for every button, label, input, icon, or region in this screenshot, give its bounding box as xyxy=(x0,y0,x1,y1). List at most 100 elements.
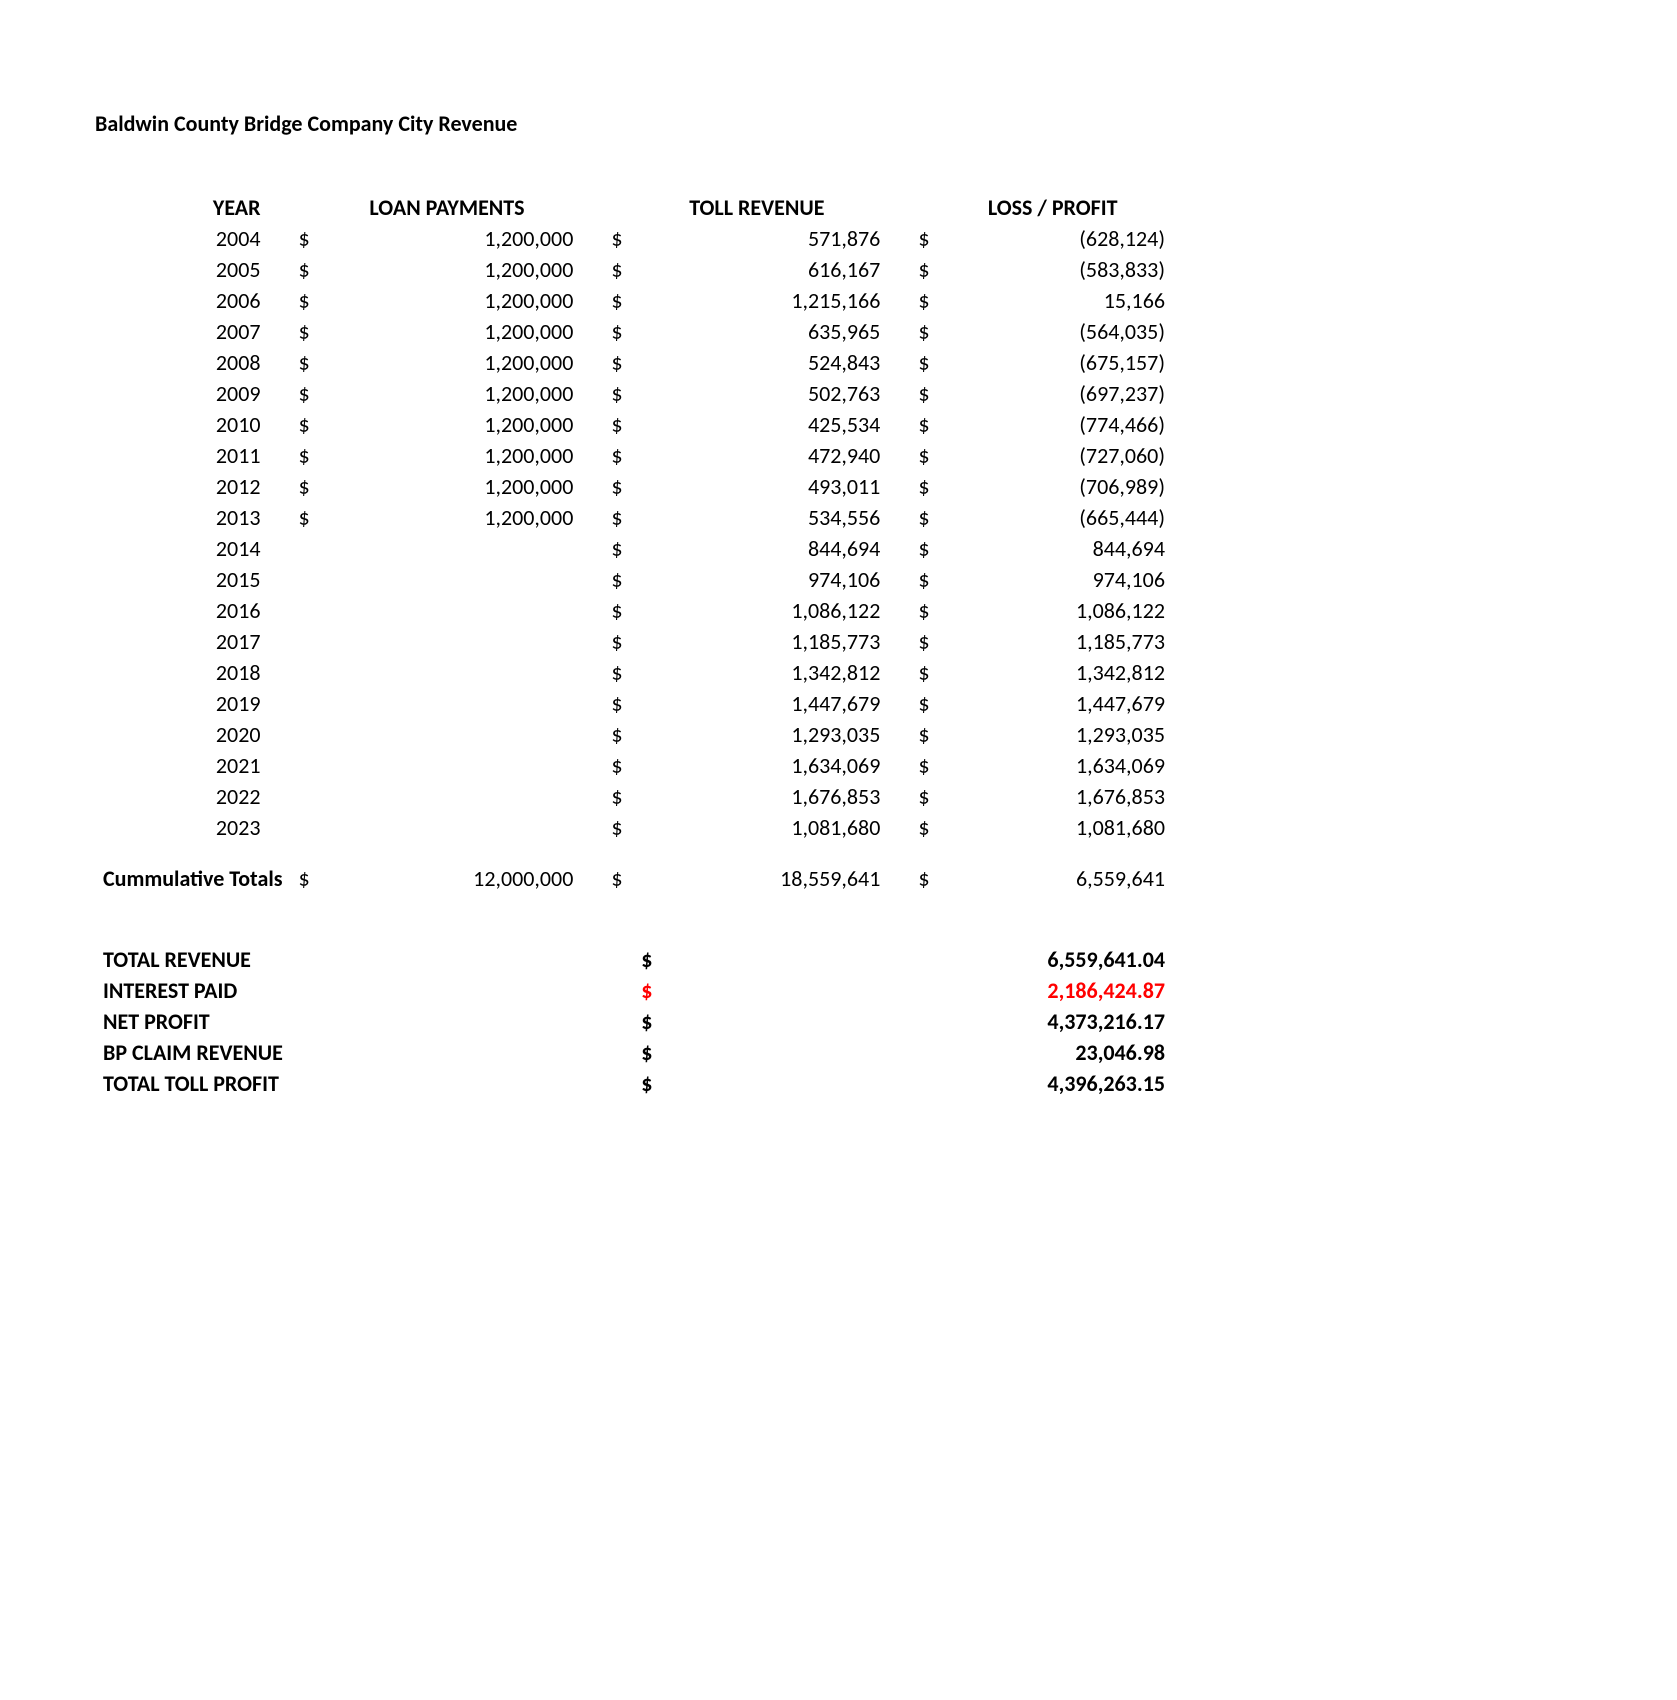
totals-lp: 6,559,641 xyxy=(940,863,1195,894)
cell-lp-sym: $ xyxy=(910,409,940,440)
cell-toll: 844,694 xyxy=(633,533,910,564)
cell-loan-sym xyxy=(291,719,321,750)
cell-toll: 635,965 xyxy=(633,316,910,347)
cell-loan: 1,200,000 xyxy=(321,502,604,533)
cell-lp: 1,081,680 xyxy=(940,812,1195,843)
totals-loan: 12,000,000 xyxy=(321,863,604,894)
summary-sym: $ xyxy=(633,1006,727,1037)
cell-year: 2008 xyxy=(95,347,291,378)
totals-sym: $ xyxy=(910,863,940,894)
cell-loan-sym: $ xyxy=(291,502,321,533)
cell-loan-sym xyxy=(291,812,321,843)
cell-loan-sym: $ xyxy=(291,378,321,409)
cell-loan-sym: $ xyxy=(291,254,321,285)
table-row: 2007$1,200,000$635,965$(564,035) xyxy=(95,316,1195,347)
cell-loan-sym xyxy=(291,595,321,626)
cell-loan: 1,200,000 xyxy=(321,285,604,316)
totals-sym: $ xyxy=(603,863,633,894)
header-loss-profit: LOSS / PROFIT xyxy=(910,192,1195,223)
cell-lp: (583,833) xyxy=(940,254,1195,285)
summary-sym: $ xyxy=(633,975,727,1006)
totals-sym: $ xyxy=(291,863,321,894)
table-row: 2005$1,200,000$616,167$(583,833) xyxy=(95,254,1195,285)
cell-lp: 1,342,812 xyxy=(940,657,1195,688)
summary-label: BP CLAIM REVENUE xyxy=(95,1037,633,1068)
cell-year: 2012 xyxy=(95,471,291,502)
cell-year: 2011 xyxy=(95,440,291,471)
summary-row: INTEREST PAID$2,186,424.87 xyxy=(95,975,1195,1006)
cell-loan xyxy=(321,595,604,626)
summary-sym: $ xyxy=(633,1037,727,1068)
cell-toll-sym: $ xyxy=(603,688,633,719)
cell-loan-sym: $ xyxy=(291,285,321,316)
cell-year: 2021 xyxy=(95,750,291,781)
cell-year: 2020 xyxy=(95,719,291,750)
cell-toll: 1,447,679 xyxy=(633,688,910,719)
cell-loan-sym xyxy=(291,657,321,688)
cell-year: 2019 xyxy=(95,688,291,719)
cell-loan-sym xyxy=(291,781,321,812)
cell-year: 2005 xyxy=(95,254,291,285)
cell-toll-sym: $ xyxy=(603,812,633,843)
cell-loan-sym: $ xyxy=(291,347,321,378)
summary-sym: $ xyxy=(633,1068,727,1099)
cell-lp: (665,444) xyxy=(940,502,1195,533)
summary-value: 4,396,263.15 xyxy=(727,1068,1195,1099)
cell-toll-sym: $ xyxy=(603,502,633,533)
summary-value: 4,373,216.17 xyxy=(727,1006,1195,1037)
cell-toll: 616,167 xyxy=(633,254,910,285)
summary-row: TOTAL TOLL PROFIT$4,396,263.15 xyxy=(95,1068,1195,1099)
cell-loan xyxy=(321,626,604,657)
cell-year: 2014 xyxy=(95,533,291,564)
table-row: 2011$1,200,000$472,940$(727,060) xyxy=(95,440,1195,471)
cell-toll: 1,081,680 xyxy=(633,812,910,843)
cell-lp: (727,060) xyxy=(940,440,1195,471)
cell-year: 2016 xyxy=(95,595,291,626)
cell-loan xyxy=(321,750,604,781)
table-row: 2004$1,200,000$571,876$(628,124) xyxy=(95,223,1195,254)
summary-sym: $ xyxy=(633,944,727,975)
cell-toll: 1,086,122 xyxy=(633,595,910,626)
cell-toll-sym: $ xyxy=(603,223,633,254)
table-row: 2012$1,200,000$493,011$(706,989) xyxy=(95,471,1195,502)
cell-loan-sym: $ xyxy=(291,471,321,502)
table-row: 2023$1,081,680$1,081,680 xyxy=(95,812,1195,843)
cell-toll: 1,293,035 xyxy=(633,719,910,750)
cell-loan-sym xyxy=(291,626,321,657)
table-row: 2018$1,342,812$1,342,812 xyxy=(95,657,1195,688)
cell-toll-sym: $ xyxy=(603,719,633,750)
cell-lp-sym: $ xyxy=(910,781,940,812)
cell-loan xyxy=(321,657,604,688)
cell-toll-sym: $ xyxy=(603,564,633,595)
cell-toll: 472,940 xyxy=(633,440,910,471)
cell-loan-sym xyxy=(291,688,321,719)
cell-lp-sym: $ xyxy=(910,316,940,347)
cell-loan-sym: $ xyxy=(291,440,321,471)
cell-lp-sym: $ xyxy=(910,347,940,378)
cell-lp-sym: $ xyxy=(910,471,940,502)
cell-lp: 1,185,773 xyxy=(940,626,1195,657)
table-row: 2020$1,293,035$1,293,035 xyxy=(95,719,1195,750)
cell-lp-sym: $ xyxy=(910,657,940,688)
cell-year: 2018 xyxy=(95,657,291,688)
cell-toll: 1,185,773 xyxy=(633,626,910,657)
summary-value: 2,186,424.87 xyxy=(727,975,1195,1006)
cell-loan-sym xyxy=(291,564,321,595)
table-row: 2014$844,694$844,694 xyxy=(95,533,1195,564)
cell-toll-sym: $ xyxy=(603,254,633,285)
cell-lp: 974,106 xyxy=(940,564,1195,595)
table-row: 2022$1,676,853$1,676,853 xyxy=(95,781,1195,812)
cell-loan xyxy=(321,719,604,750)
cell-lp-sym: $ xyxy=(910,812,940,843)
cell-lp-sym: $ xyxy=(910,688,940,719)
cell-lp-sym: $ xyxy=(910,626,940,657)
cell-loan xyxy=(321,688,604,719)
cell-lp: 15,166 xyxy=(940,285,1195,316)
summary-value: 23,046.98 xyxy=(727,1037,1195,1068)
table-row: 2013$1,200,000$534,556$(665,444) xyxy=(95,502,1195,533)
cell-year: 2023 xyxy=(95,812,291,843)
cell-lp-sym: $ xyxy=(910,719,940,750)
cell-loan: 1,200,000 xyxy=(321,223,604,254)
cell-year: 2007 xyxy=(95,316,291,347)
cell-toll-sym: $ xyxy=(603,378,633,409)
